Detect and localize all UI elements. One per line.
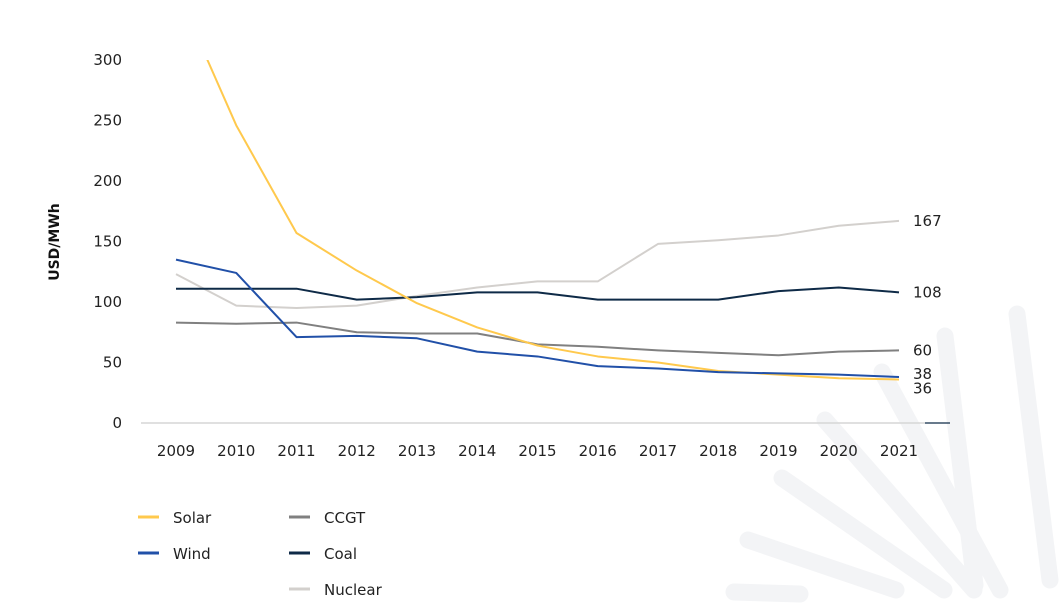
end-label-coal: 108 <box>913 283 942 301</box>
x-tick-label: 2010 <box>217 442 255 460</box>
legend-label-wind: Wind <box>173 545 211 563</box>
y-axis-label: USD/MWh <box>47 203 63 281</box>
x-tick-label: 2016 <box>579 442 617 460</box>
sun-ray <box>773 469 953 599</box>
x-tick-label: 2012 <box>338 442 376 460</box>
legend-label-coal: Coal <box>324 545 357 563</box>
x-tick-label: 2017 <box>639 442 677 460</box>
x-tick-label: 2009 <box>157 442 195 460</box>
sun-ray <box>873 363 1009 599</box>
series-line-coal <box>176 286 900 301</box>
sun-ray <box>739 531 905 599</box>
x-tick-label: 2013 <box>398 442 436 460</box>
x-tick-label: 2014 <box>458 442 496 460</box>
y-tick-label: 250 <box>93 112 122 130</box>
end-label-ccgt: 60 <box>913 341 932 359</box>
legend-label-ccgt: CCGT <box>324 509 366 527</box>
sun-ray <box>816 411 983 599</box>
y-tick-label: 200 <box>93 172 122 190</box>
end-label-wind: 38 <box>913 365 932 383</box>
x-tick-label: 2015 <box>518 442 556 460</box>
series-line-wind <box>175 258 900 379</box>
x-tick-label: 2011 <box>277 442 315 460</box>
legend-label-solar: Solar <box>173 509 212 527</box>
y-tick-label: 150 <box>93 233 122 251</box>
end-label-nuclear: 167 <box>913 212 942 230</box>
legend: Solar Wind CCGT Coal Nuclear <box>138 509 383 599</box>
series-line-ccgt <box>175 321 900 357</box>
series-line-nuclear <box>175 219 900 310</box>
legend-label-nuclear: Nuclear <box>324 581 383 599</box>
sun-ray <box>1008 305 1059 589</box>
y-tick-label: 100 <box>93 293 122 311</box>
y-tick-label: 300 <box>93 51 122 69</box>
y-tick-label: 50 <box>103 354 122 372</box>
x-tick-label: 2020 <box>820 442 858 460</box>
end-label-solar: 36 <box>913 379 932 397</box>
x-tick-label: 2021 <box>880 442 918 460</box>
y-tick-label: 0 <box>112 414 122 432</box>
series-line-solar <box>206 60 900 381</box>
sun-rays-decoration <box>725 305 1059 603</box>
x-tick-label: 2018 <box>699 442 737 460</box>
x-tick-label: 2019 <box>759 442 797 460</box>
sun-ray <box>725 583 809 603</box>
